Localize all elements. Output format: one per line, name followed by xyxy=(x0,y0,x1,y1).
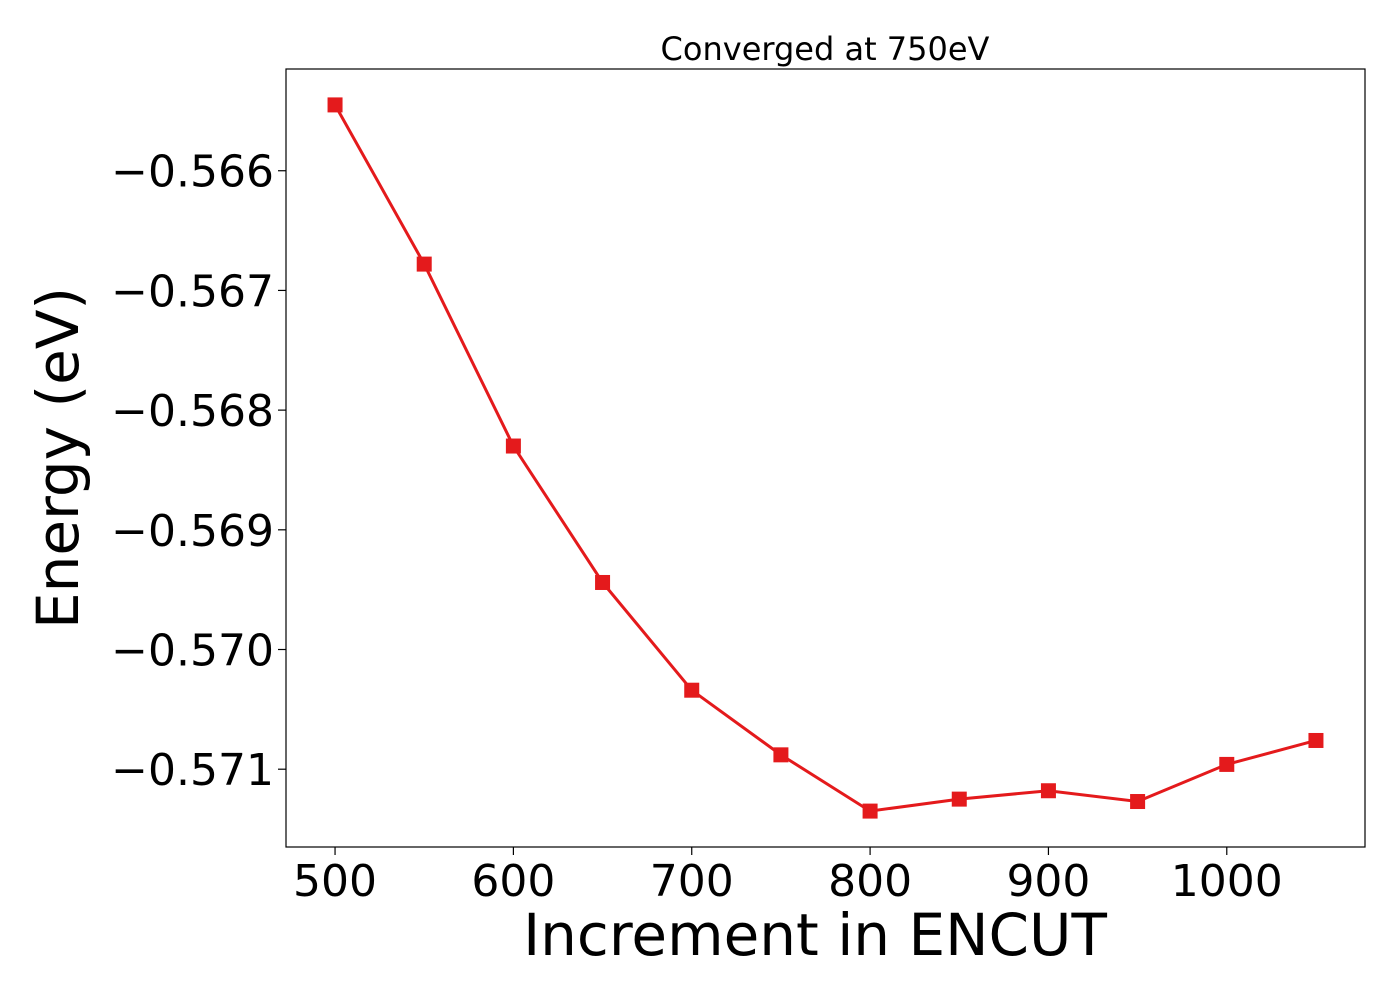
y-tick-label: −0.567 xyxy=(111,266,274,317)
chart-title: Converged at 750eV xyxy=(661,30,990,68)
y-axis: −0.566 −0.567 −0.568 −0.569 −0.570 −0.571 xyxy=(111,147,286,796)
y-tick-label: −0.566 xyxy=(111,147,274,198)
data-point-marker xyxy=(595,574,611,590)
y-tick-label: −0.571 xyxy=(111,745,274,796)
plot-area-frame xyxy=(285,68,1366,848)
data-point-marker xyxy=(862,803,878,819)
y-tick-label: −0.569 xyxy=(111,506,274,557)
data-point-marker xyxy=(1308,732,1324,748)
data-point-marker xyxy=(1130,794,1146,810)
data-point-marker xyxy=(951,791,967,807)
x-tick-label: 700 xyxy=(650,856,734,907)
series-line xyxy=(333,104,1317,813)
y-tick-label: −0.570 xyxy=(111,626,274,677)
x-tick-label: 800 xyxy=(828,856,912,907)
data-point-marker xyxy=(1040,783,1056,799)
x-tick-label: 900 xyxy=(1006,856,1090,907)
x-axis-label: Increment in ENCUT xyxy=(523,901,1107,969)
series-layer xyxy=(327,97,1324,819)
y-axis-label: Energy (eV) xyxy=(24,287,92,629)
data-point-marker xyxy=(327,97,343,113)
data-point-marker xyxy=(1219,756,1235,772)
x-axis: 500 600 700 800 900 1000 xyxy=(293,847,1283,907)
x-tick-label: 600 xyxy=(471,856,555,907)
data-point-marker xyxy=(505,438,521,454)
data-point-marker xyxy=(416,256,432,272)
data-point-marker xyxy=(773,747,789,763)
x-tick-label: 1000 xyxy=(1171,856,1283,907)
data-point-marker xyxy=(684,682,700,698)
y-tick-label: −0.568 xyxy=(111,386,274,437)
x-tick-label: 500 xyxy=(293,856,377,907)
